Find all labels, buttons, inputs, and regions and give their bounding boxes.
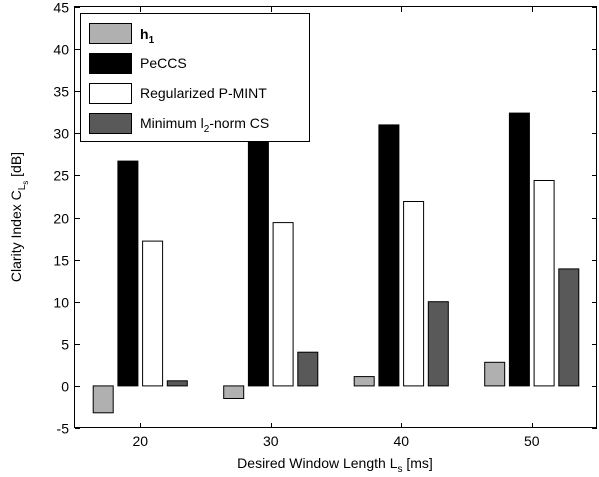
legend-label-peccs: PeCCS [140, 55, 187, 71]
bar-minimum-l-40 [427, 301, 449, 387]
bar-regularized-p-mint-50 [533, 180, 555, 387]
bar-peccs-20 [117, 160, 139, 387]
bar-minimum-l-50 [558, 268, 580, 387]
bar-peccs-30 [247, 137, 269, 387]
y-axis-label: Clarity Index CLs [dB] [8, 152, 30, 282]
bar-h-50 [484, 361, 506, 387]
y-tick-label: 45 [53, 0, 69, 16]
y-tick-label: 0 [61, 379, 69, 395]
y-tick-label: 5 [61, 337, 69, 353]
bar-peccs-50 [508, 112, 530, 387]
x-tick-label: 30 [263, 433, 279, 449]
legend-label-minnorm: Minimum l2-norm CS [140, 115, 269, 135]
legend: h1 PeCCS Regularized P-MINT Minimum l2-n… [80, 13, 310, 142]
x-tick-label: 50 [524, 433, 540, 449]
bar-regularized-p-mint-30 [272, 222, 294, 387]
y-tick-label: 20 [53, 211, 69, 227]
bar-h-30 [223, 385, 245, 399]
y-tick-label: 10 [53, 295, 69, 311]
legend-swatch-peccs [89, 53, 132, 74]
legend-swatch-h1 [89, 23, 132, 44]
bar-h-40 [353, 376, 375, 387]
y-tick-label: 15 [53, 253, 69, 269]
x-tick-label: 40 [393, 433, 409, 449]
x-tick-label: 20 [132, 433, 148, 449]
y-tick-label: -5 [57, 421, 70, 437]
plot-frame [74, 6, 597, 428]
legend-swatch-pmint [89, 83, 132, 104]
y-tick-label: 25 [53, 168, 69, 184]
legend-label-h1: h1 [140, 26, 155, 46]
bar-minimum-l-30 [297, 351, 319, 387]
bar-regularized-p-mint-20 [142, 240, 164, 387]
y-tick-label: 30 [53, 126, 69, 142]
bar-peccs-40 [378, 124, 400, 387]
x-axis-label: Desired Window Length Ls [ms] [237, 455, 433, 475]
bar-minimum-l-20 [166, 380, 188, 387]
bar-regularized-p-mint-40 [403, 201, 425, 387]
legend-swatch-minnorm [89, 113, 132, 134]
legend-label-pmint: Regularized P-MINT [140, 85, 267, 101]
bars-group [92, 112, 580, 414]
x-axis: 20 30 40 50 [132, 7, 540, 449]
y-tick-label: 40 [53, 42, 69, 58]
y-axis: -5 0 5 10 15 20 25 30 35 40 45 [53, 0, 597, 437]
bar-h-20 [92, 385, 114, 414]
y-tick-label: 35 [53, 84, 69, 100]
